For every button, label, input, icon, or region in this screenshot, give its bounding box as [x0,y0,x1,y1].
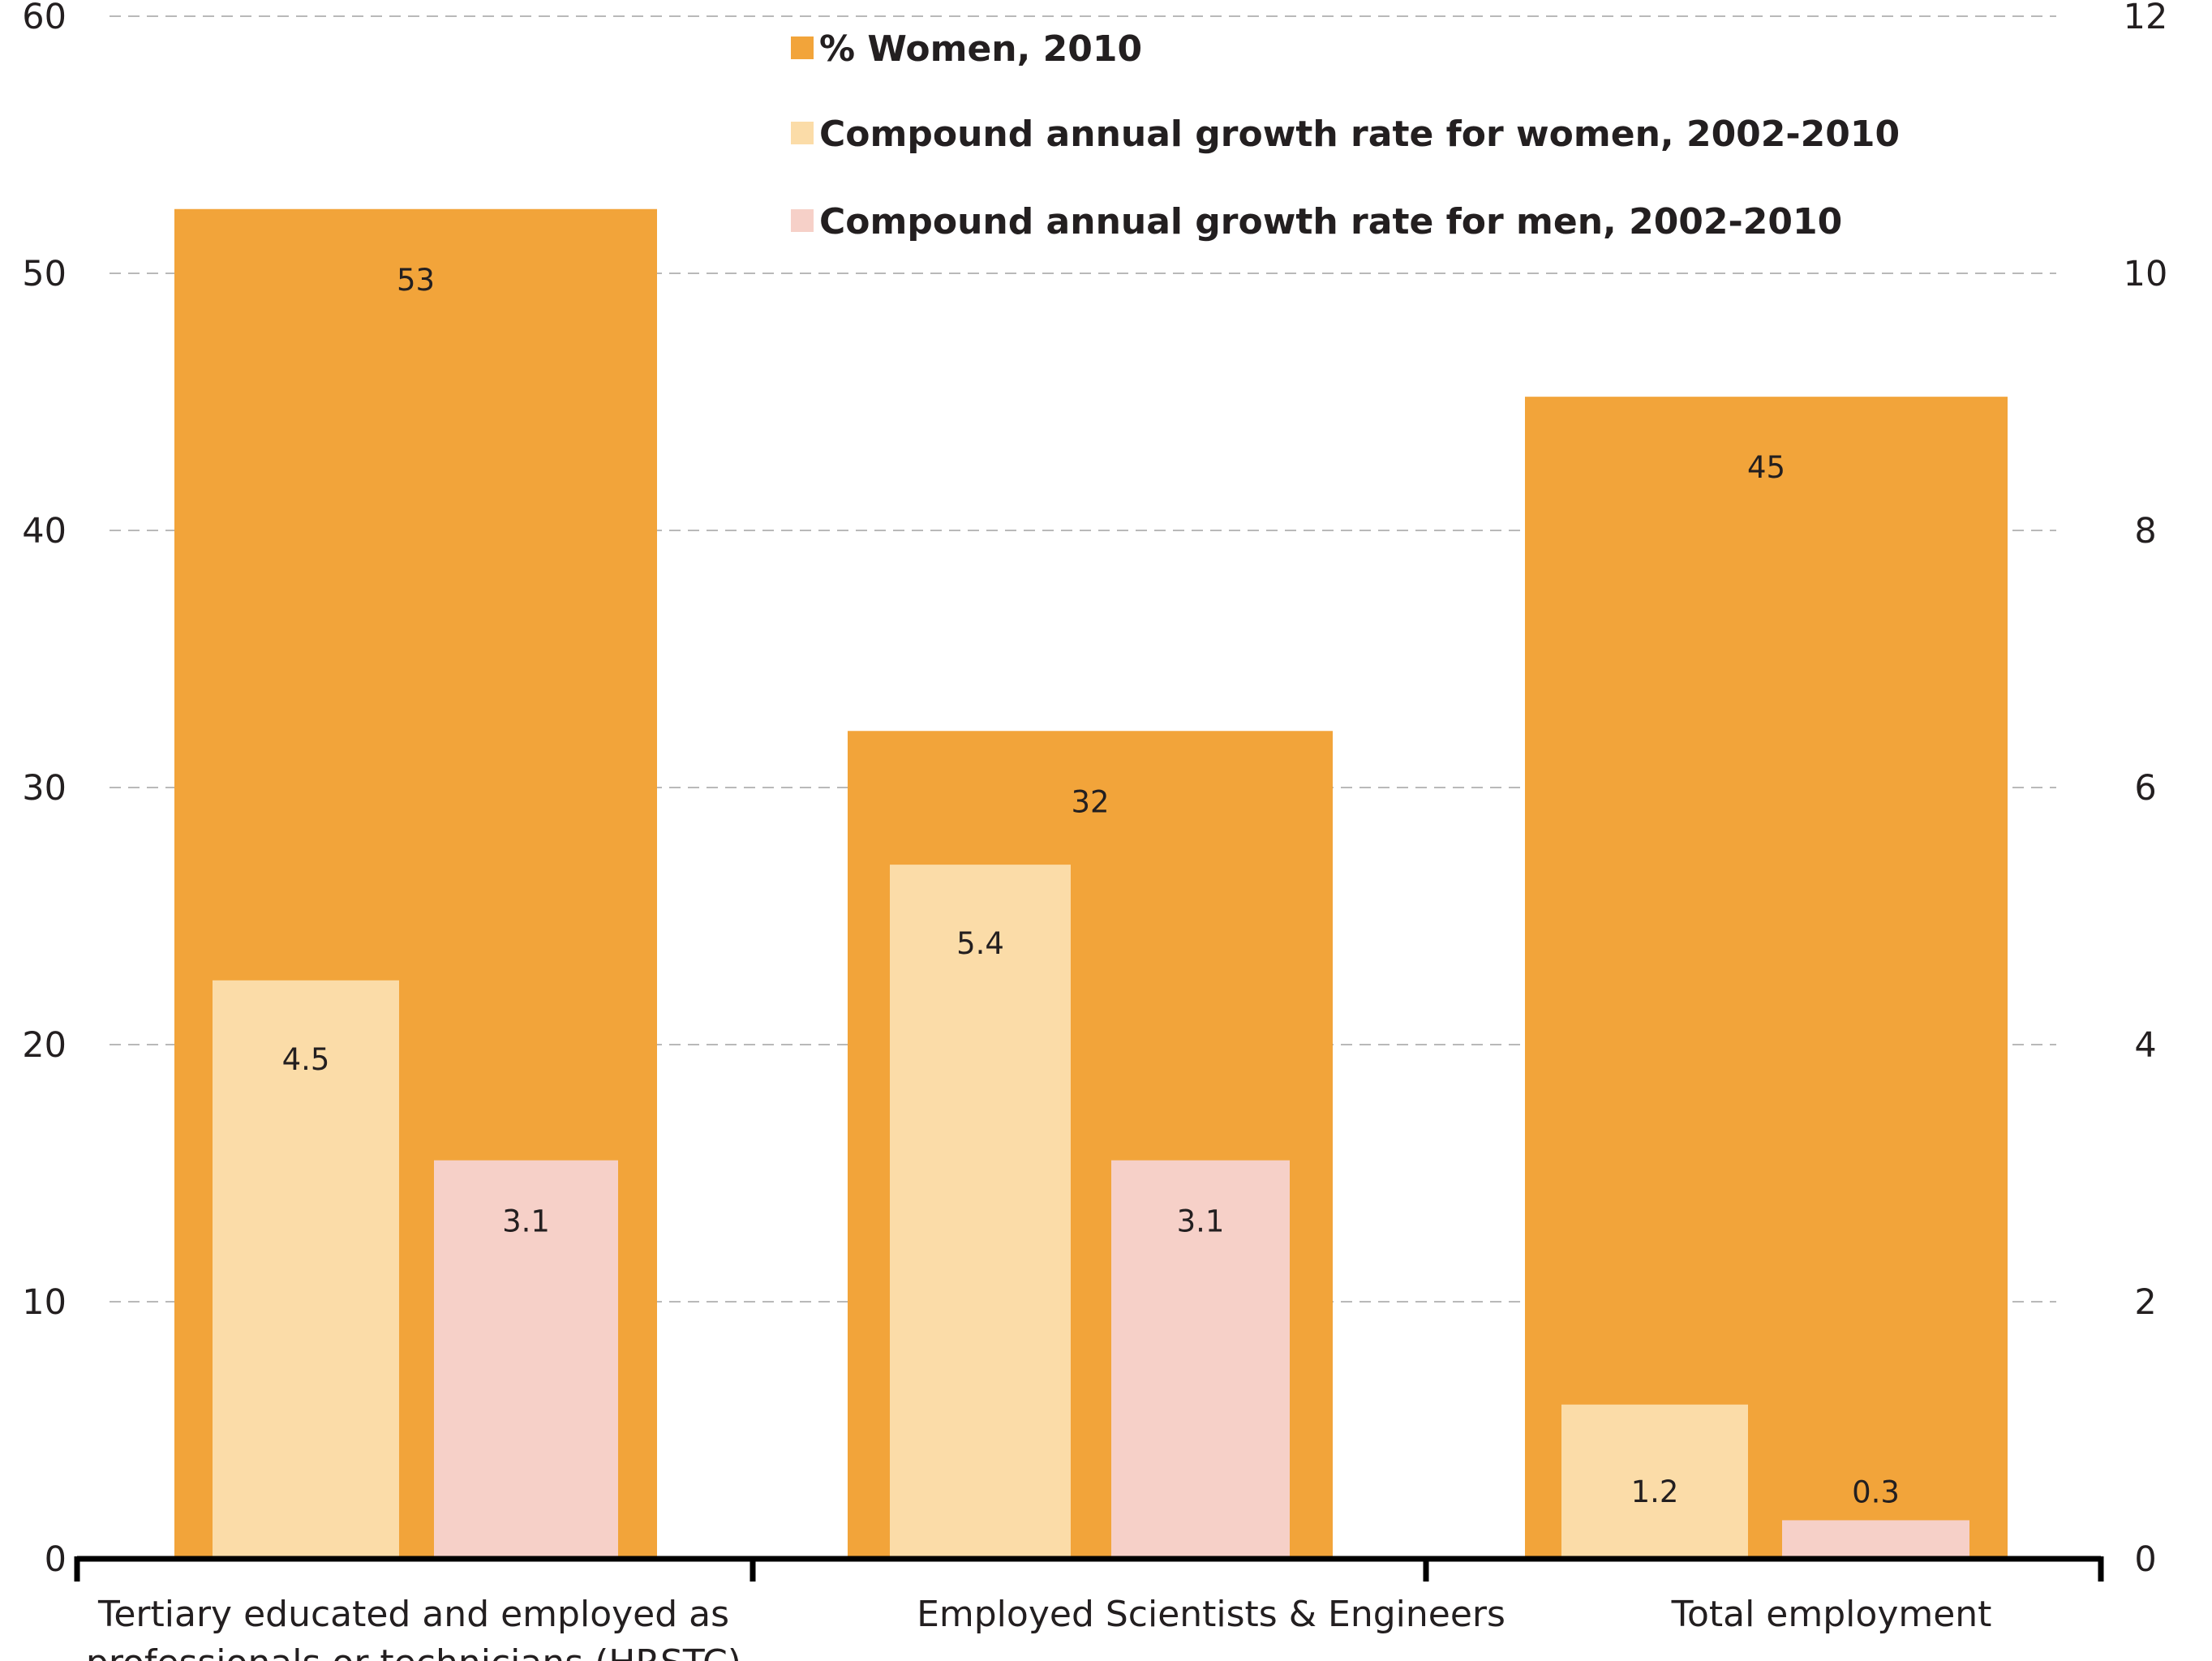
data-label-pct-women: 53 [397,263,435,298]
y-right-tick-label: 4 [2134,1025,2156,1066]
y-left-tick-label: 0 [45,1539,67,1580]
axes [74,1556,2104,1582]
x-category-label: Total employment [1671,1594,1992,1635]
bar-pct-women [1525,397,2008,1559]
bar-growth-women [1561,1404,1748,1559]
legend-label: Compound annual growth rate for men, 200… [819,201,1842,242]
bar-growth-women [213,980,399,1559]
y-left-tick-label: 20 [22,1025,67,1066]
x-category-label: Employed Scientists & Engineers [917,1594,1505,1635]
data-label-growth-men: 3.1 [1177,1204,1225,1239]
y-left-tick-label: 50 [22,254,67,294]
bars [174,208,2008,1559]
data-label-growth-women: 1.2 [1631,1474,1679,1509]
legend: % Women, 2010 Compound annual growth rate… [791,28,1900,242]
bar-growth-men [1111,1160,1290,1559]
legend-swatch [791,122,814,144]
y-left-tick-label: 40 [22,511,67,552]
y-right-tick-label: 0 [2134,1539,2156,1580]
y-left-tick-label: 60 [22,0,67,37]
legend-swatch [791,209,814,232]
legend-label: % Women, 2010 [819,28,1142,70]
y-right-tick-label: 6 [2134,768,2156,809]
y-left-tick-label: 30 [22,768,67,809]
data-label-growth-women: 4.5 [282,1042,330,1077]
data-label-growth-men: 3.1 [502,1204,550,1239]
bar-growth-men [434,1160,618,1559]
x-category-label: professionals or technicians (HRSTC) [86,1642,741,1661]
y-right-tick-label: 8 [2134,511,2156,552]
x-category-label: Tertiary educated and employed as [97,1594,729,1635]
legend-label: Compound annual growth rate for women, 2… [819,114,1900,155]
y-right-tick-label: 12 [2124,0,2168,37]
data-label-pct-women: 32 [1071,784,1109,819]
data-label-pct-women: 45 [1747,450,1785,485]
y-right-tick-label: 10 [2124,254,2168,294]
data-label-growth-women: 5.4 [956,926,1004,961]
bar-growth-women [890,865,1071,1559]
legend-swatch [791,36,814,59]
y-left-tick-label: 10 [22,1282,67,1323]
data-label-growth-men: 0.3 [1852,1474,1900,1509]
labels: 0 0 10 2 20 4 30 6 40 8 50 10 60 12 53 4.5 3.1 32 5.4 3.1 45… [22,0,2167,1661]
bar-growth-men [1782,1520,1969,1559]
y-right-tick-label: 2 [2134,1282,2156,1323]
